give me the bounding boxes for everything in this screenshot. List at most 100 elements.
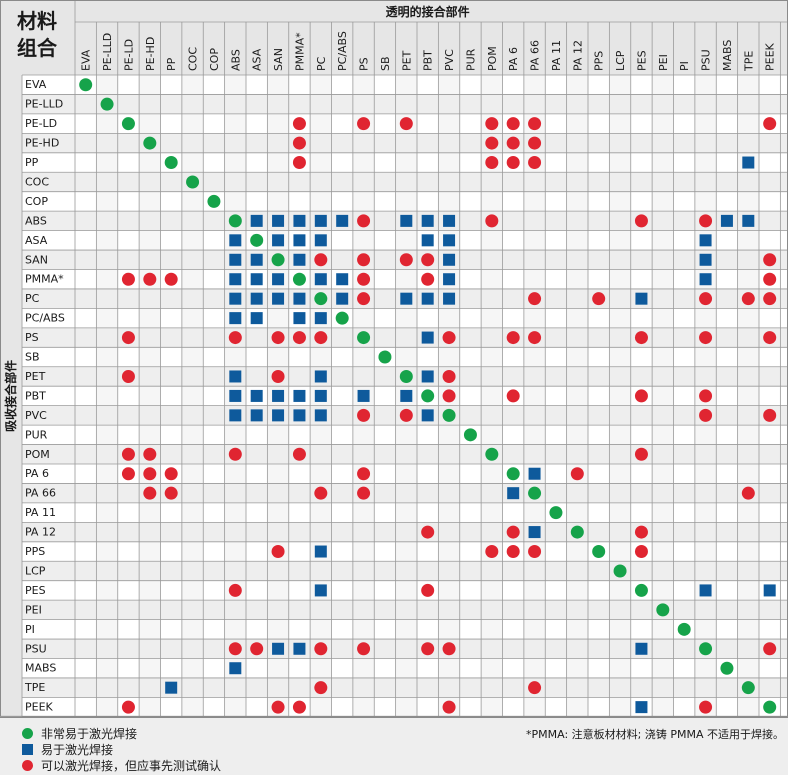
mark-ps-ps	[357, 331, 371, 345]
mark-pa-66-pa-6	[507, 487, 520, 500]
mark-psu-abs	[228, 642, 242, 656]
mark-ps-psu	[699, 331, 713, 345]
mark-pp-pom	[485, 156, 499, 170]
row-label-pa-66: PA 66	[25, 487, 56, 500]
mark-peek-pe-ld	[121, 700, 135, 714]
mark-pc-abs	[229, 292, 242, 305]
row-label-cop: COP	[25, 195, 48, 208]
mark-abs-pmma	[293, 214, 306, 227]
mark-pe-hd-pa-6	[506, 136, 520, 150]
mark-pc-abs-asa	[250, 312, 263, 325]
mark-pvc-psu	[699, 408, 713, 422]
mark-asa-pc	[314, 234, 327, 247]
row-label-pet: PET	[25, 370, 46, 383]
mark-pa-12-pa-66	[528, 526, 541, 539]
column-label-cop: COP	[208, 48, 221, 71]
mark-abs-mabs	[720, 214, 733, 227]
mark-psu-pc	[314, 642, 328, 656]
mark-pa-6-pa-66	[528, 467, 541, 480]
mark-pp-tpe	[742, 156, 755, 169]
mark-pe-hd-pe-hd	[143, 136, 157, 150]
mark-pp-pa-6	[506, 156, 520, 170]
mark-pvc-pet	[399, 408, 413, 422]
mark-san-psu	[699, 253, 712, 266]
mark-pvc-pc	[314, 409, 327, 422]
corner-title-line-1: 材料	[17, 9, 57, 33]
column-label-pur: PUR	[464, 48, 477, 71]
mark-psu-ps	[357, 642, 371, 656]
row-label-sb: SB	[25, 351, 40, 364]
column-label-pa-12: PA 12	[571, 40, 584, 71]
mark-asa-pvc	[443, 234, 456, 247]
row-label-eva: EVA	[25, 78, 47, 91]
mark-pp-pmma	[292, 156, 306, 170]
mark-pvc-peek	[763, 408, 777, 422]
mark-cop-cop	[207, 194, 221, 208]
mark-abs-abs	[228, 214, 242, 228]
column-label-pbt: PBT	[422, 50, 435, 71]
mark-pbt-pet	[400, 389, 413, 402]
mark-ps-pvc	[442, 331, 456, 345]
mark-pc-pps	[592, 292, 606, 306]
mark-pa-6-pe-ld	[121, 467, 135, 481]
mark-abs-tpe	[742, 214, 755, 227]
mark-pbt-psu	[699, 389, 713, 403]
mark-pmma-ps	[357, 272, 371, 286]
mark-pc-pbt	[421, 292, 434, 305]
mark-pa-66-pa-66	[528, 486, 542, 500]
column-label-coc: COC	[187, 47, 200, 71]
mark-asa-pmma	[293, 234, 306, 247]
mark-pc-pc	[314, 292, 328, 306]
mark-pes-psu	[699, 584, 712, 597]
mark-psu-pes	[635, 642, 648, 655]
legend-label-possible: 可以激光焊接，但应事先测试确认	[41, 758, 222, 773]
mark-abs-psu	[699, 214, 713, 228]
column-group-header: 透明的接合部件	[386, 4, 470, 19]
mark-peek-san	[271, 700, 285, 714]
mark-pe-ld-pa-66	[528, 117, 542, 131]
mark-pa-6-pe-hd	[143, 467, 157, 481]
mark-pmma-pbt	[421, 272, 435, 286]
mark-pe-ld-pet	[399, 117, 413, 131]
mark-psu-san	[272, 642, 285, 655]
row-label-psu: PSU	[25, 642, 47, 655]
mark-ps-pe-ld	[121, 331, 135, 345]
mark-pbt-san	[272, 389, 285, 402]
mark-ps-pa-6	[506, 331, 520, 345]
mark-ps-pc	[314, 331, 328, 345]
row-label-pes: PES	[25, 584, 46, 597]
mark-abs-asa	[250, 214, 263, 227]
mark-pe-ld-pmma	[292, 117, 306, 131]
mark-pa-66-ps	[357, 486, 371, 500]
legend-item-possible: 可以激光焊接，但应事先测试确认	[22, 757, 221, 773]
column-label-pa-11: PA 11	[550, 40, 563, 71]
mark-pps-pps	[592, 545, 606, 559]
column-label-pet: PET	[400, 50, 413, 71]
mark-pes-pbt	[421, 583, 435, 597]
mark-pet-pe-ld	[121, 369, 135, 383]
column-label-lcp: LCP	[614, 50, 627, 71]
legend-item-very-easy: 非常易于激光焊接	[22, 725, 137, 741]
mark-ps-peek	[763, 331, 777, 345]
row-label-pc: PC	[25, 292, 40, 305]
column-label-pvc: PVC	[443, 49, 456, 71]
mark-peek-psu	[699, 700, 713, 714]
mark-pvc-san	[272, 409, 285, 422]
green-circle-icon	[22, 727, 33, 739]
mark-pmma-peek	[763, 272, 777, 286]
mark-pmma-asa	[250, 273, 263, 286]
mark-pc-san	[272, 292, 285, 305]
mark-pps-pa-6	[506, 545, 520, 559]
mark-san-pmma	[293, 253, 306, 266]
mark-pe-ld-pa-6	[506, 117, 520, 131]
mark-pc-peek	[763, 292, 777, 306]
row-label-pe-ld: PE-LD	[25, 117, 57, 130]
mark-pvc-abs	[229, 409, 242, 422]
row-label-pps: PPS	[25, 545, 45, 558]
row-label-ps: PS	[25, 331, 39, 344]
mark-pe-hd-pom	[485, 136, 499, 150]
mark-pmma-abs	[229, 273, 242, 286]
row-label-pmma: PMMA*	[25, 273, 64, 286]
mark-pa-66-pc	[314, 486, 328, 500]
mark-pe-hd-pa-66	[528, 136, 542, 150]
